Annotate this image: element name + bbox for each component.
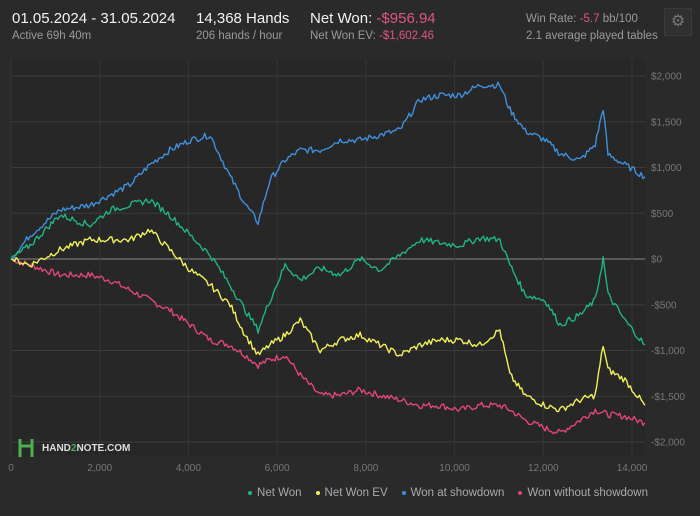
series-line-won-at-showdown bbox=[10, 81, 646, 260]
y-tick-label: $500 bbox=[651, 209, 674, 220]
hand2note-logo: HAND2NOTE.COM bbox=[16, 437, 130, 459]
y-tick-label: -$1,000 bbox=[651, 346, 685, 357]
date-range: 01.05.2024 - 31.05.2024 bbox=[12, 10, 176, 27]
y-tick-label: -$500 bbox=[651, 300, 677, 311]
net-won-ev-label: Net Won EV: bbox=[310, 30, 376, 42]
x-tick-label: 2,000 bbox=[87, 463, 112, 474]
net-won: Net Won: -$956.94 bbox=[310, 10, 436, 27]
win-rate: Win Rate: -5.7 bb/100 bbox=[526, 13, 638, 25]
y-tick-label: -$1,500 bbox=[651, 392, 685, 403]
x-tick-label: 12,000 bbox=[528, 463, 559, 474]
hands-count: 14,368 Hands bbox=[196, 10, 290, 27]
y-tick-label: $1,000 bbox=[651, 163, 682, 174]
series-line-net-won-ev bbox=[10, 228, 646, 413]
legend-label: Won at showdown bbox=[410, 487, 505, 499]
x-tick-label: 14,000 bbox=[617, 463, 648, 474]
net-won-ev: Net Won EV: -$1,602.46 bbox=[310, 30, 434, 42]
y-tick-label: $2,000 bbox=[651, 72, 682, 83]
legend-label: Net Won bbox=[257, 487, 302, 499]
chart-legend: Net Won Net Won EV Won at showdown Won with… bbox=[248, 487, 648, 499]
hands-per-hour: 206 hands / hour bbox=[196, 30, 283, 42]
legend-label: Won without showdown bbox=[527, 487, 648, 499]
plot-area bbox=[11, 60, 645, 455]
net-won-ev-value: -$1,602.46 bbox=[379, 30, 435, 42]
series-line-won-without-showdown bbox=[10, 258, 646, 435]
legend-item[interactable]: Won at showdown bbox=[401, 487, 505, 499]
legend-dot-icon bbox=[248, 490, 253, 495]
summary-header: 01.05.2024 - 31.05.2024 Active 69h 40m 1… bbox=[0, 0, 700, 50]
y-tick-label: $0 bbox=[651, 255, 663, 266]
x-tick-label: 0 bbox=[8, 463, 14, 474]
legend-dot-icon bbox=[518, 490, 523, 495]
legend-dot-icon bbox=[401, 490, 406, 495]
net-won-label: Net Won: bbox=[310, 10, 373, 27]
legend-item[interactable]: Won without showdown bbox=[518, 487, 648, 499]
settings-gear-icon[interactable]: ⚙ bbox=[664, 8, 692, 36]
y-tick-label: $1,500 bbox=[651, 117, 682, 128]
win-rate-unit: bb/100 bbox=[602, 13, 638, 25]
win-rate-value: -5.7 bbox=[579, 13, 600, 25]
win-rate-label: Win Rate: bbox=[526, 13, 577, 25]
x-tick-label: 8,000 bbox=[353, 463, 378, 474]
legend-item[interactable]: Net Won bbox=[248, 487, 302, 499]
average-tables: 2.1 average played tables bbox=[526, 30, 658, 42]
legend-item[interactable]: Net Won EV bbox=[315, 487, 388, 499]
active-time: Active 69h 40m bbox=[12, 30, 92, 42]
legend-label: Net Won EV bbox=[324, 487, 388, 499]
net-won-value: -$956.94 bbox=[376, 10, 436, 27]
logo-text: HAND2NOTE.COM bbox=[42, 442, 131, 454]
logo-icon bbox=[18, 439, 34, 457]
x-tick-label: 6,000 bbox=[265, 463, 290, 474]
series-line-net-won bbox=[10, 198, 646, 346]
legend-dot-icon bbox=[315, 490, 320, 495]
x-tick-label: 10,000 bbox=[439, 463, 470, 474]
y-tick-label: -$2,000 bbox=[651, 438, 685, 449]
x-tick-label: 4,000 bbox=[176, 463, 201, 474]
